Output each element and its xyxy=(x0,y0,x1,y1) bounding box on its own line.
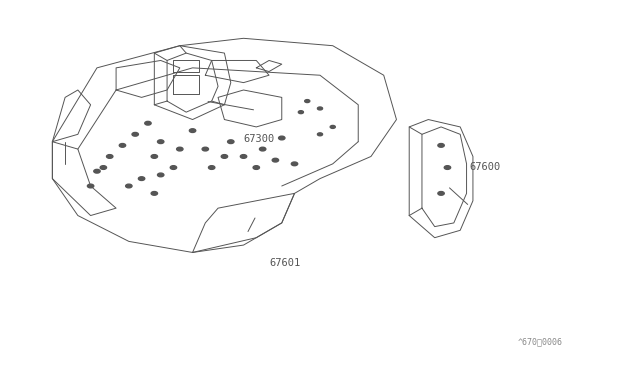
Circle shape xyxy=(253,166,259,169)
Circle shape xyxy=(317,107,323,110)
Circle shape xyxy=(88,184,94,188)
Circle shape xyxy=(317,133,323,136)
Circle shape xyxy=(106,155,113,158)
Circle shape xyxy=(189,129,196,132)
Circle shape xyxy=(272,158,278,162)
Circle shape xyxy=(177,147,183,151)
Circle shape xyxy=(298,111,303,113)
Circle shape xyxy=(241,155,246,158)
Text: 67300: 67300 xyxy=(244,134,275,144)
Circle shape xyxy=(228,140,234,144)
Circle shape xyxy=(151,192,157,195)
Circle shape xyxy=(125,184,132,188)
Text: ^670　0006: ^670 0006 xyxy=(518,337,563,346)
Circle shape xyxy=(132,132,138,136)
Circle shape xyxy=(444,166,451,169)
Circle shape xyxy=(145,121,151,125)
Circle shape xyxy=(278,136,285,140)
Circle shape xyxy=(157,173,164,177)
Text: 67601: 67601 xyxy=(269,258,300,268)
Circle shape xyxy=(157,140,164,144)
Text: 67600: 67600 xyxy=(470,162,501,172)
Circle shape xyxy=(291,162,298,166)
Circle shape xyxy=(94,169,100,173)
Circle shape xyxy=(438,192,444,195)
Circle shape xyxy=(151,155,157,158)
Circle shape xyxy=(170,166,177,169)
Circle shape xyxy=(438,144,444,147)
Circle shape xyxy=(138,177,145,180)
Circle shape xyxy=(202,147,209,151)
Circle shape xyxy=(305,100,310,103)
Circle shape xyxy=(221,155,228,158)
Circle shape xyxy=(330,125,335,128)
Circle shape xyxy=(259,147,266,151)
Circle shape xyxy=(100,166,106,169)
Circle shape xyxy=(119,144,125,147)
Circle shape xyxy=(209,166,215,169)
